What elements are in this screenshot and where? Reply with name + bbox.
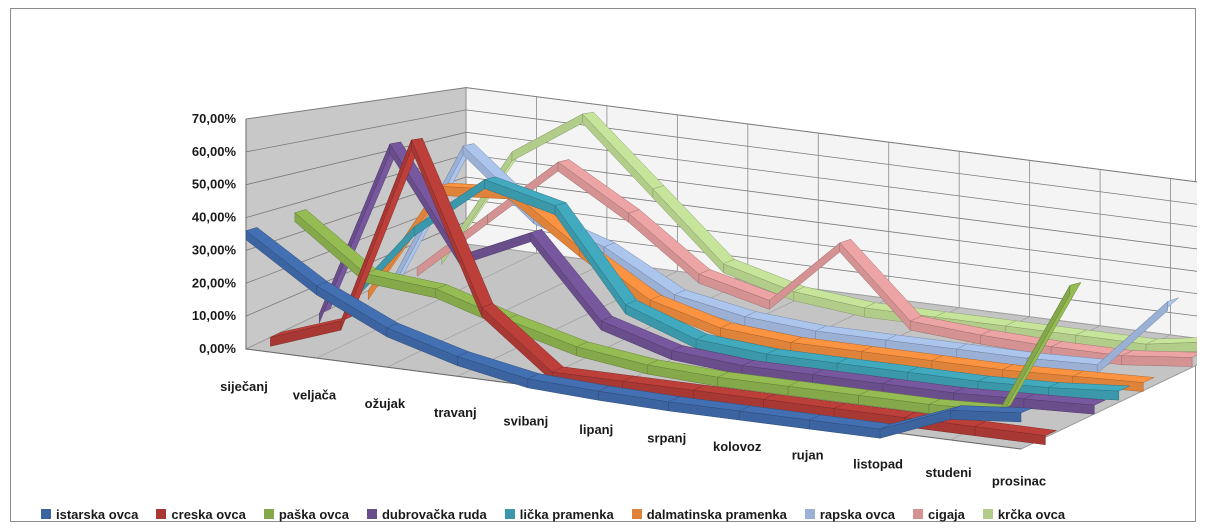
legend-swatch bbox=[263, 509, 274, 519]
legend-label: creska ovca bbox=[171, 506, 246, 522]
y-tick-label: 70,00% bbox=[192, 111, 237, 126]
x-tick-label: rujan bbox=[792, 448, 824, 463]
legend-swatch bbox=[41, 509, 51, 519]
legend-item: dalmatinska pramenka bbox=[631, 506, 787, 522]
legend: istarska ovca creska ovca paška ovca dubrov… bbox=[41, 503, 1207, 525]
series-segment bbox=[1096, 300, 1168, 375]
series-segment bbox=[974, 426, 1046, 445]
legend-label: dalmatinska pramenka bbox=[646, 506, 787, 522]
x-tick-label: travanj bbox=[434, 405, 477, 420]
y-tick-label: 40,00% bbox=[192, 210, 237, 225]
x-tick-label: svibanj bbox=[503, 413, 548, 428]
x-tick-label: srpanj bbox=[647, 431, 686, 446]
legend-swatch bbox=[366, 509, 377, 519]
legend-label: lička pramenka bbox=[519, 506, 614, 522]
series-segment bbox=[950, 410, 1022, 423]
legend-item: krčka ovca bbox=[982, 506, 1066, 522]
legend-item: creska ovca bbox=[156, 506, 246, 522]
x-gridline-floor bbox=[1020, 364, 1197, 450]
legend-swatch bbox=[804, 509, 815, 519]
series-istarska-ovca bbox=[245, 227, 1033, 439]
series-cigaja bbox=[416, 159, 1197, 367]
legend-item: lička pramenka bbox=[504, 506, 614, 522]
x-tick-label: siječanj bbox=[220, 379, 268, 394]
legend-label: paška ovca bbox=[278, 506, 349, 522]
chart-frame: 0,00% 10,00% 20,00% 30,00% 40,00% 50,00% 60,00… bbox=[10, 8, 1197, 522]
legend-swatch bbox=[156, 509, 167, 519]
legend-label: cigaja bbox=[928, 506, 965, 522]
legend-swatch bbox=[504, 509, 515, 519]
series-segment bbox=[1145, 342, 1197, 354]
y-tick-label: 30,00% bbox=[192, 242, 237, 257]
legend-label: istarska ovca bbox=[56, 506, 139, 522]
x-tick-label: prosinac bbox=[992, 474, 1046, 489]
x-tick-label: ožujak bbox=[365, 396, 406, 411]
y-tick-label: 60,00% bbox=[192, 144, 237, 159]
x-tick-label: kolovoz bbox=[713, 439, 762, 454]
y-tick-label: 10,00% bbox=[192, 308, 237, 323]
x-gridline-floor bbox=[316, 252, 537, 359]
legend-item: istarska ovca bbox=[41, 507, 138, 522]
y-tick-label: 20,00% bbox=[192, 275, 237, 290]
series-segment bbox=[1023, 398, 1095, 415]
legend-swatch bbox=[982, 509, 993, 519]
x-tick-label: lipanj bbox=[579, 422, 613, 437]
legend-swatch bbox=[913, 509, 924, 519]
legend-item: rapska ovca bbox=[804, 506, 896, 522]
legend-label: rapska ovca bbox=[819, 506, 896, 522]
y-tick-label: 0,00% bbox=[199, 341, 236, 356]
legend-label: krčka ovca bbox=[997, 506, 1066, 522]
x-tick-label: listopad bbox=[853, 456, 903, 471]
series-layer bbox=[245, 112, 1197, 445]
series-dubrovačka-ruda bbox=[318, 141, 1107, 415]
y-tick-label: 50,00% bbox=[192, 177, 237, 192]
legend-item: paška ovca bbox=[263, 506, 349, 522]
legend-item: dubrovačka ruda bbox=[366, 506, 487, 522]
x-tick-label: studeni bbox=[925, 465, 971, 480]
x-axis-ticks: siječanj veljača ožujak travanj svibanj lipan… bbox=[220, 379, 1046, 489]
y-axis-ticks: 0,00% 10,00% 20,00% 30,00% 40,00% 50,00% 60,00… bbox=[192, 111, 237, 356]
legend-item: cigaja bbox=[913, 507, 965, 522]
x-tick-label: veljača bbox=[293, 388, 337, 403]
series-segment bbox=[1121, 355, 1193, 367]
legend-swatch bbox=[631, 509, 642, 519]
chart-svg: 0,00% 10,00% 20,00% 30,00% 40,00% 50,00% 60,00… bbox=[192, 87, 1197, 489]
legend-label: dubrovačka ruda bbox=[381, 506, 487, 522]
